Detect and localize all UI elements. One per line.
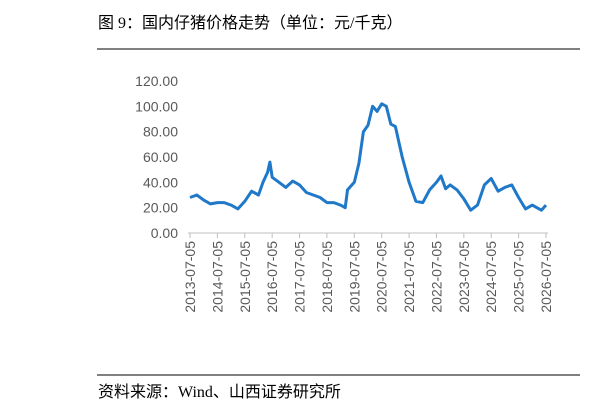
x-tick-label: 2025-07-05 [511, 241, 527, 313]
x-tick-label: 2020-07-05 [374, 241, 390, 313]
x-tick-label: 2014-07-05 [209, 241, 225, 313]
chart-title: 图 9：国内仔猪价格走势（单位：元/千克） [98, 14, 402, 32]
x-tick-label: 2024-07-05 [483, 241, 499, 313]
y-tick-label: 20.00 [143, 200, 178, 216]
y-tick-label: 100.00 [135, 98, 178, 114]
y-tick-label: 80.00 [143, 124, 178, 140]
y-tick-label: 120.00 [135, 73, 178, 89]
x-tick-label: 2013-07-05 [182, 241, 198, 313]
x-tick-label: 2026-07-05 [538, 241, 554, 313]
x-tick-label: 2016-07-05 [264, 241, 280, 313]
y-tick-label: 40.00 [143, 174, 178, 190]
x-tick-label: 2022-07-05 [428, 241, 444, 313]
price-line [189, 102, 548, 212]
y-tick-label: 60.00 [143, 149, 178, 165]
source: 资料来源：Wind、山西证券研究所 [98, 383, 341, 401]
x-tick-label: 2023-07-05 [456, 241, 472, 313]
x-tick-label: 2015-07-05 [237, 241, 253, 313]
x-tick-label: 2017-07-05 [292, 241, 308, 313]
x-tick-label: 2019-07-05 [346, 241, 362, 313]
x-tick-label: 2021-07-05 [401, 241, 417, 313]
y-tick-label: 0.00 [151, 225, 178, 241]
x-tick-label: 2018-07-05 [319, 241, 335, 313]
